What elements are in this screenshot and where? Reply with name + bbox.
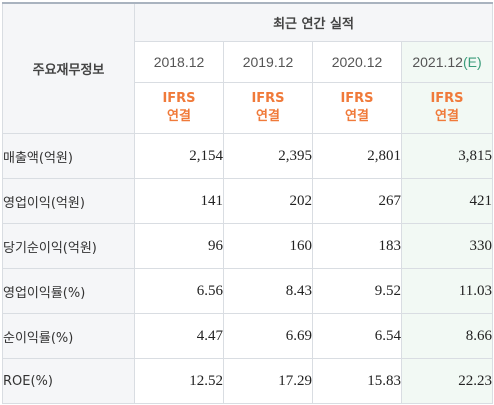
row-label-roe: ROE(%) xyxy=(2,358,135,404)
table-row: 순이익률(%) 4.47 6.69 6.54 8.66 xyxy=(2,313,493,359)
table-row: 매출액(억원) 2,154 2,395 2,801 3,815 xyxy=(2,133,493,179)
table-cell: 202 xyxy=(223,178,313,224)
table-row: 영업이익(억원) 141 202 267 421 xyxy=(2,178,493,224)
row-label-net-income: 당기순이익(억원) xyxy=(2,223,135,269)
row-label-net-margin: 순이익률(%) xyxy=(2,313,135,359)
table-cell: 9.52 xyxy=(312,268,402,314)
table-cell: 22.23 xyxy=(401,358,493,404)
table-cell: 6.69 xyxy=(223,313,313,359)
table-cell: 12.52 xyxy=(134,358,224,404)
table-cell: 2,801 xyxy=(312,133,402,179)
table-row: 당기순이익(억원) 96 160 183 330 xyxy=(2,223,493,269)
row-label-operating-profit: 영업이익(억원) xyxy=(2,178,135,224)
table-cell: 2,154 xyxy=(134,133,224,179)
table-cell: 421 xyxy=(401,178,493,224)
table-cell: 6.56 xyxy=(134,268,224,314)
table-cell: 183 xyxy=(312,223,402,269)
table-cell: 15.83 xyxy=(312,358,402,404)
table-cell: 141 xyxy=(134,178,224,224)
basis-header-2020: IFRS 연결 xyxy=(312,82,402,134)
basis-header-2018: IFRS 연결 xyxy=(134,82,224,134)
table-row: 영업이익률(%) 6.56 8.43 9.52 11.03 xyxy=(2,268,493,314)
year-header-2021-estimate: 2021.12(E) xyxy=(401,41,493,83)
table-cell: 17.29 xyxy=(223,358,313,404)
table-cell: 160 xyxy=(223,223,313,269)
basis-header-2021: IFRS 연결 xyxy=(401,82,493,134)
table-cell: 8.66 xyxy=(401,313,493,359)
basis-header-2019: IFRS 연결 xyxy=(223,82,313,134)
table-cell: 330 xyxy=(401,223,493,269)
annual-results-header: 최근 연간 실적 xyxy=(134,2,493,42)
table-cell: 8.43 xyxy=(223,268,313,314)
row-label-revenue: 매출액(억원) xyxy=(2,133,135,179)
table-row: ROE(%) 12.52 17.29 15.83 22.23 xyxy=(2,358,493,404)
table-cell: 4.47 xyxy=(134,313,224,359)
row-label-operating-margin: 영업이익률(%) xyxy=(2,268,135,314)
table-cell: 11.03 xyxy=(401,268,493,314)
year-header-2020: 2020.12 xyxy=(312,41,402,83)
label-column-header: 주요재무정보 xyxy=(2,2,135,134)
table-cell: 96 xyxy=(134,223,224,269)
table-cell: 267 xyxy=(312,178,402,224)
table-cell: 6.54 xyxy=(312,313,402,359)
year-header-2018: 2018.12 xyxy=(134,41,224,83)
year-header-2019: 2019.12 xyxy=(223,41,313,83)
table-cell: 3,815 xyxy=(401,133,493,179)
table-cell: 2,395 xyxy=(223,133,313,179)
